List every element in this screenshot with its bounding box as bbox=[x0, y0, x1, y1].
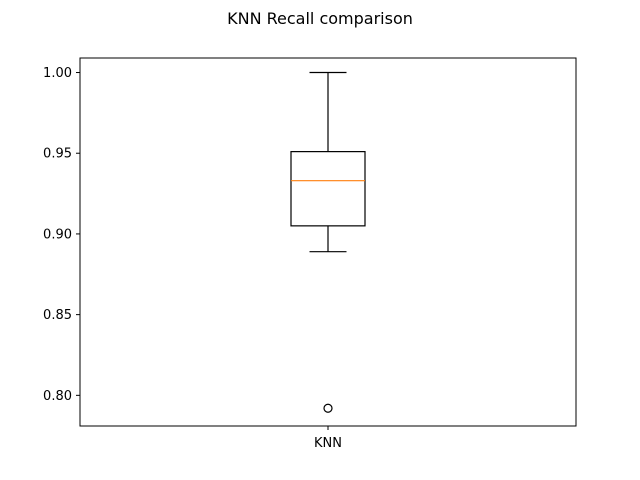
box-knn bbox=[290, 71, 366, 413]
y-tick-label: 0.85 bbox=[43, 308, 72, 323]
y-tick-label: 0.90 bbox=[43, 227, 72, 242]
outlier-point bbox=[323, 403, 333, 413]
y-axis: 0.80 0.85 0.90 0.95 1.00 bbox=[43, 66, 80, 404]
x-tick-label: KNN bbox=[314, 436, 342, 451]
chart-title: KNN Recall comparison bbox=[227, 9, 413, 28]
y-tick-label: 1.00 bbox=[43, 66, 72, 81]
y-tick-label: 0.95 bbox=[43, 147, 72, 162]
x-axis: KNN bbox=[314, 426, 342, 451]
iqr-box bbox=[290, 151, 366, 227]
y-tick-label: 0.80 bbox=[43, 389, 72, 404]
boxes-group bbox=[290, 71, 366, 413]
